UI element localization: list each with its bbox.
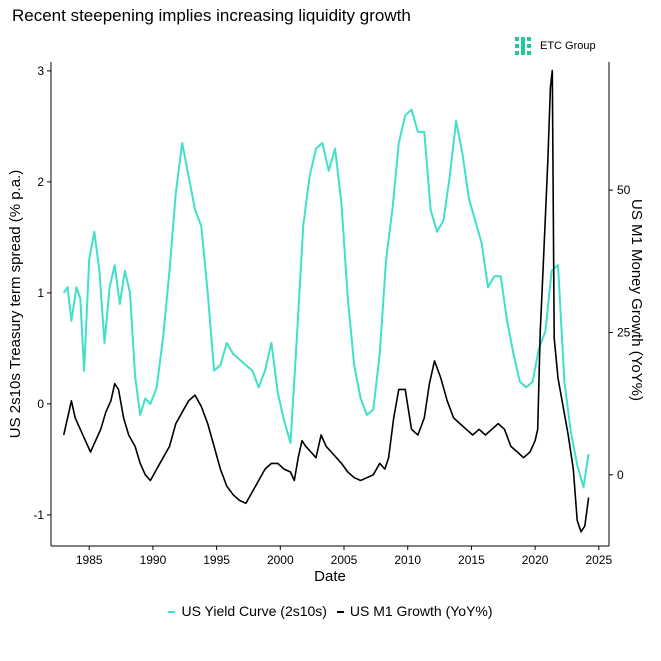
y-right-tick-label: 0 [617, 468, 624, 482]
yield-curve-line [62, 108, 590, 489]
x-tick-label: 2025 [585, 553, 612, 567]
y-right-tick-label: 50 [617, 183, 631, 197]
y-axis-left-label: US 2s10s Treasury term spread (% p.a.) [7, 170, 24, 438]
x-tick-label: 2015 [458, 553, 485, 567]
x-tick-label: 2020 [522, 553, 549, 567]
m1-growth-line [62, 69, 590, 533]
x-tick-label: 2005 [331, 553, 358, 567]
legend-key-m1 [336, 611, 344, 614]
legend-label-m1: US M1 Growth (YoY%) [349, 603, 493, 619]
chart-legend: US Yield Curve (2s10s) US M1 Growth (YoY… [0, 603, 661, 619]
x-tick-label: 2010 [394, 553, 421, 567]
y-right-tick-label: 25 [617, 325, 631, 339]
y-axis-right-label: US M1 Money Growth (YoY%) [628, 199, 645, 401]
y-left-tick-label: 1 [37, 286, 44, 300]
x-axis-label: Date [314, 568, 346, 585]
legend-label-yield: US Yield Curve (2s10s) [181, 603, 327, 619]
y-left-tick-label: -1 [33, 508, 44, 522]
legend-item-yield: US Yield Curve (2s10s) [168, 603, 327, 619]
x-tick-label: 1985 [76, 553, 103, 567]
etc-group-logo-icon [515, 37, 531, 55]
y-left-tick-label: 3 [37, 64, 44, 78]
legend-item-m1: US M1 Growth (YoY%) [336, 603, 493, 619]
legend-key-yield [168, 611, 176, 614]
x-tick-label: 2000 [267, 553, 294, 567]
x-tick-label: 1990 [140, 553, 167, 567]
y-left-tick-label: 2 [37, 175, 44, 189]
brand-logo: ETC Group [515, 37, 596, 55]
x-tick-label: 1995 [203, 553, 230, 567]
chart-title: Recent steepening implies increasing liq… [12, 6, 411, 25]
brand-name: ETC Group [540, 40, 596, 52]
y-left-tick-label: 0 [37, 397, 44, 411]
